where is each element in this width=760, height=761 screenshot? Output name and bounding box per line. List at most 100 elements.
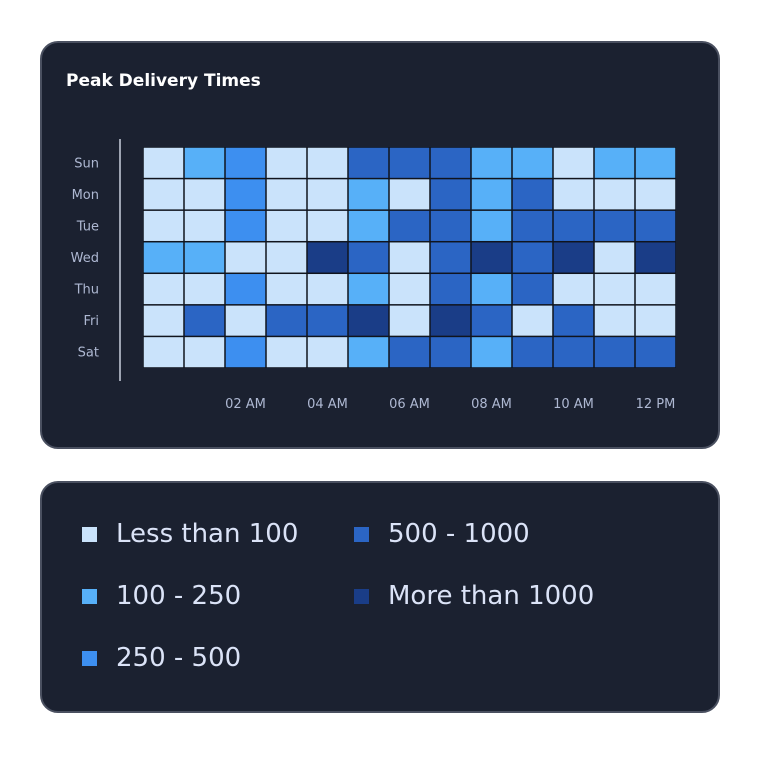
heatmap-cell-thu-5 <box>348 274 389 305</box>
heatmap-cell-sun-11 <box>594 147 635 178</box>
heatmap-cell-sat-11 <box>594 337 635 368</box>
heatmap-cell-wed-11 <box>594 242 635 273</box>
heatmap-cell-fri-11 <box>594 305 635 336</box>
heatmap-cell-mon-8 <box>471 179 512 210</box>
legend-label-less-than-100: Less than 100 <box>116 519 299 549</box>
heatmap-cell-mon-0 <box>143 179 184 210</box>
heatmap-cell-sat-1 <box>184 337 225 368</box>
heatmap-cell-fri-3 <box>266 305 307 336</box>
heatmap-cell-fri-8 <box>471 305 512 336</box>
legend-swatch-100-250 <box>82 588 97 604</box>
legend-label-500-1000: 500 - 1000 <box>388 519 530 549</box>
heatmap-cell-thu-3 <box>266 274 307 305</box>
heatmap-cell-sat-0 <box>143 337 184 368</box>
heatmap-cell-mon-12 <box>635 179 676 210</box>
legend-swatch-more-than-1000 <box>354 588 369 604</box>
heatmap-cell-mon-1 <box>184 179 225 210</box>
heatmap-cell-mon-10 <box>553 179 594 210</box>
heatmap-cell-wed-7 <box>430 242 471 273</box>
heatmap-cell-thu-10 <box>553 274 594 305</box>
heatmap-cell-tue-7 <box>430 210 471 241</box>
heatmap-cell-thu-12 <box>635 274 676 305</box>
heatmap-cell-tue-12 <box>635 210 676 241</box>
x-tick-label-06-am: 06 AM <box>389 397 430 412</box>
heatmap-cell-tue-3 <box>266 210 307 241</box>
heatmap-cell-sat-2 <box>225 337 266 368</box>
y-tick-label-mon: Mon <box>72 188 99 203</box>
heatmap-cell-sat-10 <box>553 337 594 368</box>
heatmap-cell-fri-4 <box>307 305 348 336</box>
heatmap-cell-tue-9 <box>512 210 553 241</box>
heatmap-cell-tue-5 <box>348 210 389 241</box>
y-tick-label-sun: Sun <box>74 156 99 171</box>
legend-item-250-500: 250 - 500 <box>82 643 241 673</box>
heatmap-cell-wed-12 <box>635 242 676 273</box>
heatmap-cell-sun-2 <box>225 147 266 178</box>
heatmap-cell-sun-7 <box>430 147 471 178</box>
legend-label-250-500: 250 - 500 <box>116 643 242 673</box>
heatmap-cell-tue-8 <box>471 210 512 241</box>
x-tick-label-08-am: 08 AM <box>471 397 512 412</box>
heatmap-cell-thu-11 <box>594 274 635 305</box>
heatmap-cell-sat-8 <box>471 337 512 368</box>
heatmap-cell-sun-0 <box>143 147 184 178</box>
heatmap-cell-mon-11 <box>594 179 635 210</box>
x-tick-label-10-am: 10 AM <box>553 397 594 412</box>
heatmap-cell-sat-12 <box>635 337 676 368</box>
heatmap-cell-wed-3 <box>266 242 307 273</box>
heatmap-cell-mon-9 <box>512 179 553 210</box>
legend-swatch-500-1000 <box>354 526 369 542</box>
y-tick-label-tue: Tue <box>76 219 99 234</box>
heatmap-cell-sat-4 <box>307 337 348 368</box>
heatmap-cell-wed-6 <box>389 242 430 273</box>
heatmap-cell-fri-12 <box>635 305 676 336</box>
heatmap-cell-sat-5 <box>348 337 389 368</box>
heatmap-cell-fri-0 <box>143 305 184 336</box>
heatmap-cell-wed-0 <box>143 242 184 273</box>
heatmap-cell-fri-9 <box>512 305 553 336</box>
heatmap-cell-sun-5 <box>348 147 389 178</box>
y-tick-label-fri: Fri <box>84 314 100 329</box>
x-tick-label-02-am: 02 AM <box>225 397 266 412</box>
heatmap-cell-wed-8 <box>471 242 512 273</box>
heatmap-cell-wed-1 <box>184 242 225 273</box>
heatmap-cell-mon-5 <box>348 179 389 210</box>
heatmap-cell-sun-9 <box>512 147 553 178</box>
x-tick-label-12-pm: 12 PM <box>636 397 676 412</box>
legend-label-more-than-1000: More than 1000 <box>388 581 595 611</box>
heatmap-cell-wed-9 <box>512 242 553 273</box>
heatmap-cell-thu-2 <box>225 274 266 305</box>
legend-swatch-250-500 <box>82 650 97 666</box>
legend-label-100-250: 100 - 250 <box>116 581 242 611</box>
heatmap-cell-thu-0 <box>143 274 184 305</box>
heatmap-cell-sat-6 <box>389 337 430 368</box>
heatmap-cell-sat-9 <box>512 337 553 368</box>
heatmap-cell-wed-5 <box>348 242 389 273</box>
heatmap-cell-sun-8 <box>471 147 512 178</box>
heatmap-cell-thu-9 <box>512 274 553 305</box>
legend-swatch-less-than-100 <box>82 526 97 542</box>
heatmap-cell-mon-3 <box>266 179 307 210</box>
heatmap-cell-wed-4 <box>307 242 348 273</box>
legend-item-less-than-100: Less than 100 <box>82 519 298 549</box>
heatmap-cell-fri-7 <box>430 305 471 336</box>
legend-card: Less than 100 100 - 250 250 - 500 500 - … <box>40 481 720 713</box>
heatmap-cell-sat-7 <box>430 337 471 368</box>
chart-title: Peak Delivery Times <box>66 71 261 91</box>
heatmap-cell-mon-2 <box>225 179 266 210</box>
heatmap-cell-sun-6 <box>389 147 430 178</box>
legend-item-500-1000: 500 - 1000 <box>354 519 530 549</box>
heatmap-cell-sun-1 <box>184 147 225 178</box>
heatmap-cell-tue-11 <box>594 210 635 241</box>
heatmap-cell-tue-6 <box>389 210 430 241</box>
legend-item-100-250: 100 - 250 <box>82 581 241 611</box>
heatmap-cell-fri-1 <box>184 305 225 336</box>
heatmap-cell-mon-4 <box>307 179 348 210</box>
y-tick-label-wed: Wed <box>71 251 99 266</box>
heatmap-cell-fri-2 <box>225 305 266 336</box>
heatmap-cell-tue-10 <box>553 210 594 241</box>
heatmap-cell-fri-6 <box>389 305 430 336</box>
heatmap-cell-tue-1 <box>184 210 225 241</box>
heatmap-cell-thu-6 <box>389 274 430 305</box>
heatmap-cell-thu-4 <box>307 274 348 305</box>
